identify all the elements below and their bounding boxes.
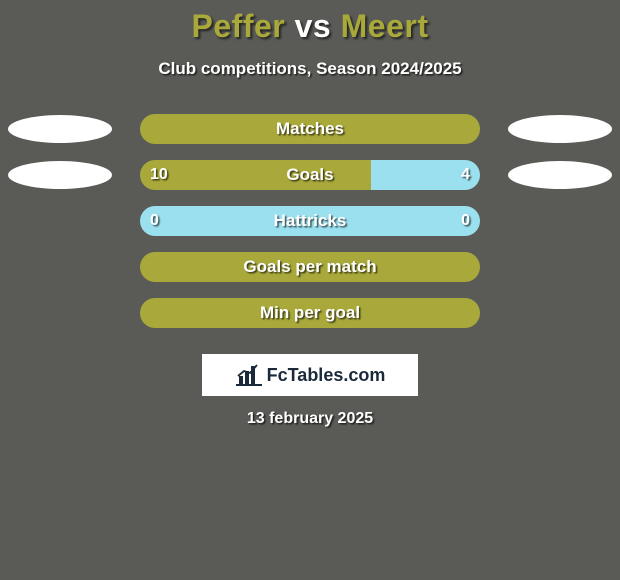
- player-a-ellipse: [8, 161, 112, 189]
- player-a-name: Peffer: [192, 8, 286, 44]
- stat-row: Goals10 4: [0, 160, 620, 190]
- player-b-ellipse: [508, 115, 612, 143]
- stat-label: Goals: [140, 160, 480, 190]
- stat-value-player-a: 0: [150, 206, 159, 236]
- stat-row: Matches: [0, 114, 620, 144]
- bar-chart-icon: [235, 364, 263, 386]
- subtitle: Club competitions, Season 2024/2025: [0, 59, 620, 79]
- stat-bar: Hattricks0 0: [140, 206, 480, 236]
- stat-row: Goals per match: [0, 252, 620, 282]
- stat-bar: Min per goal: [140, 298, 480, 328]
- page-title: Peffer vs Meert: [0, 0, 620, 45]
- stat-row: Min per goal: [0, 298, 620, 328]
- stat-value-player-b: 4: [461, 160, 470, 190]
- vs-separator: vs: [295, 8, 332, 44]
- stat-bar: Goals per match: [140, 252, 480, 282]
- comparison-chart: Peffer vs Meert Club competitions, Seaso…: [0, 0, 620, 580]
- player-b-ellipse: [508, 161, 612, 189]
- player-b-name: Meert: [341, 8, 429, 44]
- stat-bar: Goals10 4: [140, 160, 480, 190]
- stat-label: Min per goal: [140, 298, 480, 328]
- stat-label: Goals per match: [140, 252, 480, 282]
- stat-bar: Matches: [140, 114, 480, 144]
- attribution-text: FcTables.com: [267, 365, 386, 386]
- footer-date: 13 february 2025: [0, 410, 620, 428]
- stat-value-player-b: 0: [461, 206, 470, 236]
- chart-area: Matches Goals10 4 Hattricks0 0 Goals per matc…: [0, 114, 620, 344]
- stat-label: Matches: [140, 114, 480, 144]
- stat-row: Hattricks0 0: [0, 206, 620, 236]
- stat-label: Hattricks: [140, 206, 480, 236]
- attribution-logo: FcTables.com: [202, 354, 418, 396]
- player-a-ellipse: [8, 115, 112, 143]
- stat-value-player-a: 10: [150, 160, 168, 190]
